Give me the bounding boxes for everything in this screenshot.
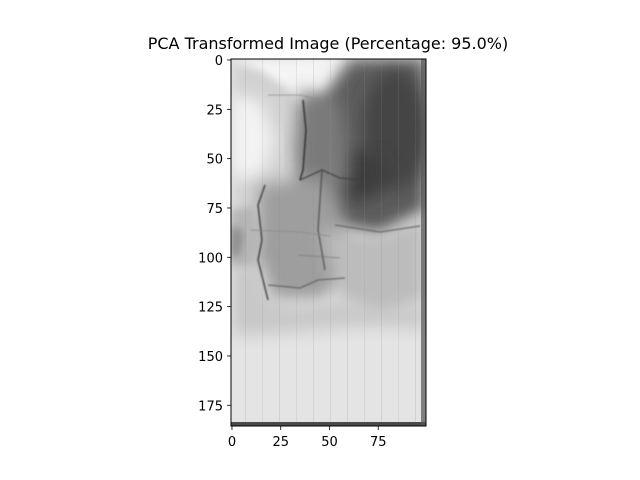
plot-title: PCA Transformed Image (Percentage: 95.0%… (148, 34, 509, 53)
vertical-streaks (245, 59, 416, 426)
y-tick-label: 175 (198, 399, 223, 414)
x-tick-label: 75 (370, 435, 387, 450)
y-tick-label: 125 (198, 301, 223, 316)
y-tick-label: 0 (215, 54, 223, 69)
x-tick-label: 25 (272, 435, 289, 450)
y-tick-label: 25 (206, 103, 223, 118)
y-tick-label: 75 (206, 202, 223, 217)
axes-frame (230, 58, 427, 427)
y-tick-label: 100 (198, 251, 223, 266)
y-tick-label: 50 (206, 153, 223, 168)
x-tick-label: 0 (228, 435, 236, 450)
pca-image (231, 59, 426, 426)
y-axis-ticks: 0 25 50 75 100 125 150 175 (198, 54, 231, 414)
x-axis-ticks: 0 25 50 75 (228, 426, 387, 450)
x-tick-label: 50 (321, 435, 338, 450)
y-tick-label: 150 (198, 350, 223, 365)
